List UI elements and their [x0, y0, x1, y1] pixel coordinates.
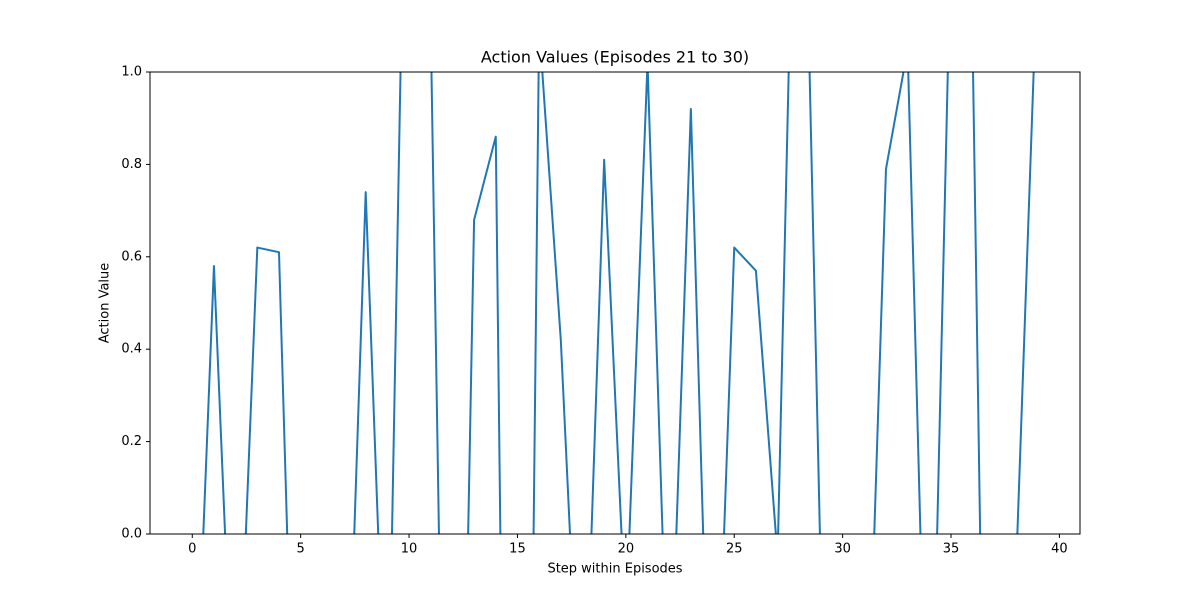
x-tick-label: 0: [188, 542, 196, 557]
x-tick-label: 15: [509, 542, 526, 557]
x-tick-label: 35: [943, 542, 960, 557]
y-tick-label: 0.2: [121, 434, 142, 449]
y-tick-label: 0.0: [121, 527, 142, 542]
y-tick-label: 0.8: [121, 157, 142, 172]
y-tick-label: 0.4: [121, 342, 142, 357]
x-tick-label: 40: [1051, 542, 1068, 557]
x-tick-label: 20: [618, 542, 635, 557]
x-tick-label: 30: [834, 542, 851, 557]
plot-frame: [149, 71, 1081, 535]
data-line: [202, 72, 1035, 534]
y-axis-label: Action Value: [98, 263, 113, 344]
x-tick-label: 10: [401, 542, 418, 557]
x-axis-label: Step within Episodes: [547, 562, 682, 577]
y-tick-label: 1.0: [121, 65, 142, 80]
x-tick-label: 25: [726, 542, 743, 557]
x-tick-label: 5: [297, 542, 305, 557]
chart-title: Action Values (Episodes 21 to 30): [481, 48, 749, 67]
y-tick-label: 0.6: [121, 249, 142, 264]
